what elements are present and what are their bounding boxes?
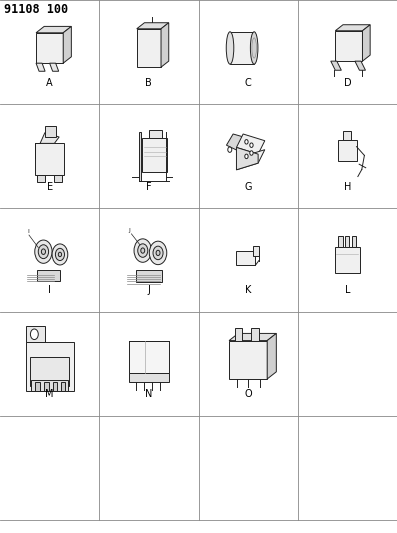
Circle shape: [250, 143, 253, 148]
Text: I: I: [48, 286, 51, 295]
Polygon shape: [40, 133, 59, 143]
Text: H: H: [344, 182, 351, 191]
Bar: [338, 236, 343, 246]
Polygon shape: [237, 148, 258, 170]
Text: 91108 100: 91108 100: [4, 3, 68, 15]
Bar: [142, 139, 167, 172]
Bar: [35, 382, 40, 391]
Bar: [149, 130, 162, 139]
Bar: [345, 236, 349, 246]
Text: G: G: [245, 182, 252, 191]
Polygon shape: [161, 23, 169, 67]
Text: E: E: [46, 182, 53, 191]
Text: N: N: [145, 390, 152, 399]
Bar: [137, 29, 161, 67]
Circle shape: [41, 249, 46, 254]
Circle shape: [228, 147, 232, 152]
Polygon shape: [226, 134, 256, 156]
Ellipse shape: [251, 32, 258, 64]
Circle shape: [245, 140, 248, 144]
Polygon shape: [237, 134, 265, 154]
Circle shape: [52, 244, 68, 265]
Polygon shape: [36, 63, 45, 71]
Polygon shape: [50, 63, 59, 71]
Bar: [139, 132, 141, 181]
Text: J: J: [147, 286, 150, 295]
Circle shape: [38, 245, 48, 259]
Circle shape: [250, 151, 253, 155]
Polygon shape: [229, 334, 276, 341]
Circle shape: [56, 248, 64, 261]
Polygon shape: [137, 23, 169, 29]
Polygon shape: [362, 25, 370, 61]
Circle shape: [58, 252, 62, 257]
Bar: [30, 357, 69, 386]
Polygon shape: [331, 61, 341, 70]
Bar: [54, 175, 62, 182]
Bar: [136, 270, 162, 282]
Bar: [236, 251, 255, 265]
Text: A: A: [46, 78, 53, 87]
Polygon shape: [267, 334, 276, 379]
Polygon shape: [237, 150, 265, 170]
Bar: [53, 382, 57, 391]
Ellipse shape: [252, 38, 256, 58]
Circle shape: [31, 329, 38, 340]
Text: O: O: [244, 390, 252, 399]
Bar: [129, 341, 169, 373]
Bar: [338, 140, 357, 160]
Text: C: C: [245, 78, 252, 87]
Text: D: D: [343, 78, 351, 87]
Bar: [37, 175, 45, 182]
Bar: [129, 373, 169, 383]
Bar: [352, 236, 357, 246]
Bar: [35, 143, 64, 175]
Circle shape: [153, 246, 163, 260]
Polygon shape: [63, 27, 71, 63]
Polygon shape: [36, 27, 71, 33]
Bar: [25, 326, 45, 342]
Bar: [60, 382, 65, 391]
Text: I: I: [27, 229, 29, 234]
Bar: [44, 382, 48, 391]
Circle shape: [245, 154, 248, 159]
Bar: [335, 246, 360, 273]
Circle shape: [134, 239, 152, 262]
Circle shape: [138, 244, 148, 257]
Bar: [335, 31, 362, 61]
Polygon shape: [355, 61, 366, 70]
Circle shape: [149, 241, 167, 265]
Ellipse shape: [226, 32, 234, 64]
Bar: [36, 33, 63, 63]
Bar: [253, 246, 259, 256]
Text: F: F: [146, 182, 152, 191]
Bar: [37, 270, 60, 281]
Bar: [235, 328, 243, 341]
Bar: [45, 126, 56, 137]
Circle shape: [156, 251, 160, 255]
Circle shape: [141, 248, 145, 253]
Bar: [230, 32, 254, 64]
Bar: [343, 131, 351, 140]
Bar: [31, 381, 68, 391]
Text: L: L: [345, 286, 350, 295]
Bar: [229, 341, 267, 379]
Text: K: K: [245, 286, 251, 295]
Circle shape: [35, 240, 52, 263]
Text: J: J: [128, 228, 130, 233]
Text: B: B: [145, 78, 152, 87]
Bar: [251, 328, 258, 341]
Polygon shape: [335, 25, 370, 31]
Bar: [25, 342, 74, 391]
Text: M: M: [45, 390, 54, 399]
